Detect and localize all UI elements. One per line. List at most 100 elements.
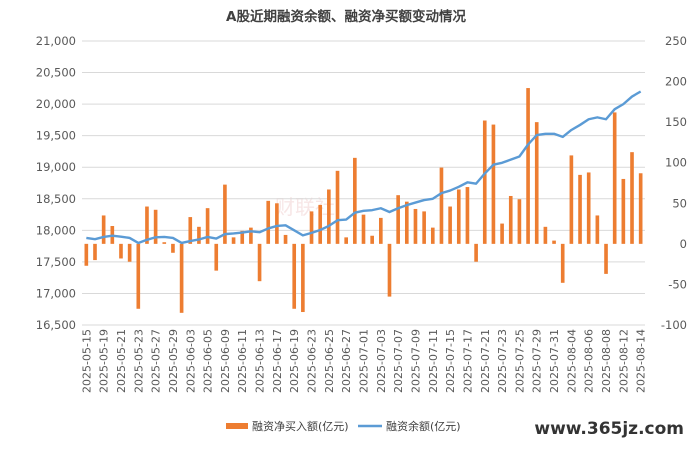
net-buy-bar (526, 88, 530, 244)
net-buy-bar (119, 243, 123, 259)
x-tick-label: 2025-06-05 (202, 329, 215, 393)
right-y-axis: -100 -50 0 50 100 150 200 250 (661, 34, 687, 332)
net-buy-bar (638, 173, 643, 244)
net-buy-bar (569, 155, 574, 244)
right-tick-label: -50 (668, 277, 687, 291)
left-tick-label: 18,500 (36, 192, 76, 206)
balance-line (86, 90, 642, 245)
net-buy-bar (604, 243, 608, 274)
net-buy-bar (145, 206, 149, 244)
net-buy-bar (197, 226, 201, 244)
x-tick-label: 2025-05-23 (132, 329, 145, 393)
net-buy-bar (439, 167, 444, 244)
right-tick-label: -100 (661, 318, 687, 332)
left-tick-label: 16,500 (36, 318, 76, 332)
net-buy-bar (162, 242, 167, 244)
net-buy-bar (534, 122, 539, 244)
net-buy-bar (404, 201, 409, 244)
x-tick-label: 2025-05-19 (98, 329, 111, 393)
net-buy-bar (353, 157, 357, 244)
net-buy-bar (474, 243, 478, 262)
x-tick-label: 2025-06-11 (236, 329, 249, 393)
left-tick-label: 18,000 (36, 223, 76, 237)
net-buy-bar (361, 214, 366, 244)
right-tick-label: 0 (680, 237, 687, 251)
right-tick-label: 100 (665, 156, 687, 170)
net-buy-bar (127, 243, 132, 262)
net-buy-bar (379, 217, 383, 244)
x-tick-label: 2025-08-06 (583, 329, 596, 393)
x-tick-label: 2025-06-13 (254, 329, 267, 393)
net-buy-bar (318, 204, 323, 244)
net-buy-bar (612, 112, 617, 244)
legend-bar-swatch (226, 423, 248, 429)
net-buy-bar (309, 211, 314, 244)
left-tick-label: 19,000 (36, 160, 76, 174)
net-buy-bar (292, 243, 297, 309)
net-buy-bar (223, 184, 227, 244)
net-buy-bar (153, 209, 158, 244)
net-buy-bar (344, 237, 348, 244)
net-buy-bar (430, 227, 435, 244)
right-tick-label: 200 (665, 75, 687, 89)
left-tick-label: 17,000 (36, 286, 76, 300)
legend: 融资净买入额(亿元) 融资余额(亿元) (226, 419, 461, 433)
net-buy-bar (275, 203, 279, 244)
net-buy-bar (283, 234, 288, 244)
net-buy-bar (465, 187, 470, 244)
net-buy-bar (396, 195, 400, 244)
right-tick-label: 50 (672, 196, 687, 210)
net-buy-bar (630, 152, 634, 244)
legend-line-label: 融资余额(亿元) (386, 419, 461, 433)
net-buy-bar (101, 215, 106, 244)
right-tick-label: 150 (665, 115, 687, 129)
x-tick-label: 2025-07-31 (548, 329, 561, 393)
x-tick-label: 2025-05-27 (150, 329, 163, 393)
x-tick-label: 2025-06-27 (340, 329, 353, 393)
net-buy-bar (560, 243, 565, 283)
legend-bar-label: 融资净买入额(亿元) (252, 419, 349, 433)
net-buy-bar (543, 226, 548, 244)
net-buy-bar (370, 235, 374, 244)
x-tick-label: 2025-06-03 (184, 329, 197, 393)
net-buy-bar (327, 189, 331, 244)
right-tick-label: 250 (665, 34, 687, 48)
x-tick-label: 2025-07-23 (496, 329, 509, 393)
net-buy-bar (240, 230, 245, 244)
net-buy-bar (301, 243, 305, 313)
balance-line-layer (86, 90, 642, 245)
net-buy-bar (257, 243, 262, 282)
left-tick-label: 19,500 (36, 129, 76, 143)
x-tick-label: 2025-07-15 (444, 329, 457, 393)
net-buy-bar (508, 195, 513, 244)
x-tick-label: 2025-07-17 (461, 329, 474, 393)
net-buy-bar (387, 243, 392, 297)
net-buy-bar (586, 172, 591, 244)
net-buy-bar (93, 243, 97, 261)
x-tick-label: 2025-07-07 (392, 329, 405, 393)
x-tick-label: 2025-06-09 (219, 329, 232, 393)
x-tick-label: 2025-07-03 (375, 329, 388, 393)
x-tick-label: 2025-07-11 (427, 329, 440, 393)
net-buy-bar (595, 215, 600, 244)
left-tick-label: 20,000 (36, 97, 76, 111)
net-buy-bar (621, 178, 626, 244)
x-tick-label: 2025-08-08 (600, 329, 613, 393)
x-tick-label: 2025-08-04 (565, 329, 578, 393)
left-tick-label: 17,500 (36, 255, 76, 269)
net-buy-bar (266, 200, 271, 244)
net-buy-bar (456, 189, 461, 244)
net-buy-bar (249, 227, 253, 244)
x-tick-label: 2025-07-29 (531, 329, 544, 393)
x-tick-label: 2025-06-23 (306, 329, 319, 393)
x-tick-label: 2025-05-29 (167, 329, 180, 393)
net-buy-bar (482, 120, 487, 244)
net-buy-bar (422, 211, 426, 244)
net-buy-bar (578, 174, 582, 244)
net-buy-bar (517, 199, 522, 244)
net-buy-bars (84, 88, 643, 313)
net-buy-bar (205, 208, 210, 244)
x-tick-label: 2025-06-25 (323, 329, 336, 393)
left-y-axis: 16,500 17,000 17,500 18,000 18,500 19,000 19,5… (36, 34, 76, 332)
